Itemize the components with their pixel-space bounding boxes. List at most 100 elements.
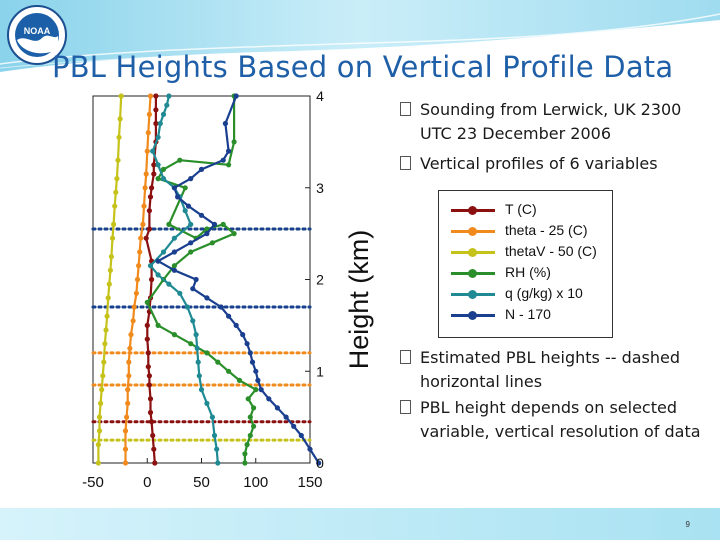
- data-point: [107, 267, 113, 273]
- data-point: [122, 428, 129, 434]
- data-point: [247, 414, 253, 420]
- bullet-text: PBL height depends on selected variable,…: [420, 398, 701, 441]
- data-point: [126, 359, 132, 365]
- data-point: [144, 322, 150, 328]
- data-point: [182, 208, 188, 214]
- data-point: [226, 368, 232, 374]
- data-point: [134, 276, 141, 283]
- data-point: [151, 162, 157, 168]
- data-point: [113, 189, 119, 195]
- data-point: [143, 171, 149, 177]
- data-point: [152, 460, 158, 466]
- data-point: [182, 185, 188, 191]
- bullet-item: Vertical profiles of 6 variables: [398, 152, 708, 176]
- data-point: [188, 221, 194, 227]
- data-point: [146, 382, 152, 388]
- data-point: [153, 120, 159, 127]
- data-point: [193, 332, 199, 338]
- data-point: [177, 157, 183, 163]
- data-point: [137, 249, 143, 255]
- data-point: [147, 93, 154, 99]
- data-point: [144, 299, 150, 305]
- data-point: [204, 231, 210, 237]
- legend-item: RH (%): [439, 263, 614, 283]
- data-point: [233, 93, 239, 99]
- data-point: [283, 414, 289, 420]
- data-point: [226, 162, 232, 168]
- data-point: [150, 432, 156, 439]
- data-point: [244, 442, 250, 448]
- data-point: [102, 341, 108, 347]
- bullet-box-icon: [400, 350, 411, 364]
- data-point: [209, 240, 215, 246]
- legend-item: thetaV - 50 (C): [439, 242, 614, 262]
- x-tick-label: -50: [82, 474, 104, 491]
- data-point: [147, 409, 154, 416]
- data-point: [185, 203, 192, 209]
- data-point: [233, 322, 239, 328]
- data-point: [247, 350, 253, 356]
- data-point: [226, 148, 232, 154]
- data-point: [125, 387, 131, 393]
- data-point: [215, 460, 221, 466]
- y-tick-label: 2: [316, 272, 324, 288]
- bullet-item: PBL height depends on selected variable,…: [398, 396, 708, 444]
- data-point: [155, 258, 161, 264]
- legend-label: T (C): [505, 201, 537, 217]
- data-point: [220, 221, 226, 227]
- data-point: [164, 102, 170, 108]
- data-point: [274, 405, 280, 411]
- data-point: [114, 176, 120, 182]
- data-point: [253, 368, 259, 374]
- data-point: [215, 359, 221, 365]
- data-point: [226, 313, 232, 319]
- data-point: [146, 226, 152, 232]
- data-point: [99, 387, 105, 393]
- data-point: [307, 446, 313, 452]
- bullet-box-icon: [400, 156, 411, 170]
- footer-bar: 9: [0, 508, 720, 540]
- data-point: [108, 254, 114, 260]
- data-point: [166, 93, 172, 99]
- data-point: [316, 460, 322, 466]
- data-point: [171, 249, 177, 255]
- data-point: [220, 157, 226, 163]
- data-point: [109, 235, 116, 241]
- data-point: [112, 203, 118, 209]
- data-point: [145, 130, 151, 136]
- noaa-logo: NOAA: [7, 5, 67, 65]
- data-point: [151, 171, 157, 177]
- data-point: [142, 185, 148, 191]
- data-point: [151, 446, 157, 452]
- chart-legend: T (C) theta - 25 (C) thetaV - 50 (C) RH (%)…: [438, 190, 613, 338]
- data-point: [155, 272, 161, 278]
- data-point: [188, 176, 194, 182]
- data-point: [96, 428, 103, 434]
- data-point: [218, 304, 224, 310]
- data-point: [247, 432, 253, 439]
- header-banner: [0, 0, 720, 72]
- data-point: [122, 446, 129, 452]
- data-point: [231, 231, 237, 237]
- data-point: [157, 120, 163, 127]
- data-point: [244, 341, 250, 347]
- legend-item: N - 170: [439, 305, 614, 325]
- x-tick-label: 150: [297, 474, 322, 491]
- data-point: [160, 249, 167, 255]
- data-point: [194, 345, 200, 351]
- legend-item: q (g/kg) x 10: [439, 284, 614, 304]
- data-point: [160, 176, 167, 182]
- x-tick-label: 0: [143, 474, 151, 491]
- data-point: [242, 451, 248, 457]
- bullet-text: Estimated PBL heights -- dashed horizont…: [420, 348, 681, 391]
- data-point: [127, 345, 133, 351]
- y-tick-label: 0: [316, 455, 324, 471]
- legend-marker-swatch: [468, 269, 477, 278]
- y-tick-label: 1: [316, 363, 324, 379]
- data-point: [124, 414, 130, 420]
- legend-label: N - 170: [505, 306, 551, 322]
- legend-marker-swatch: [468, 290, 477, 299]
- data-point: [146, 208, 152, 214]
- data-point: [184, 304, 190, 310]
- data-point: [155, 134, 161, 140]
